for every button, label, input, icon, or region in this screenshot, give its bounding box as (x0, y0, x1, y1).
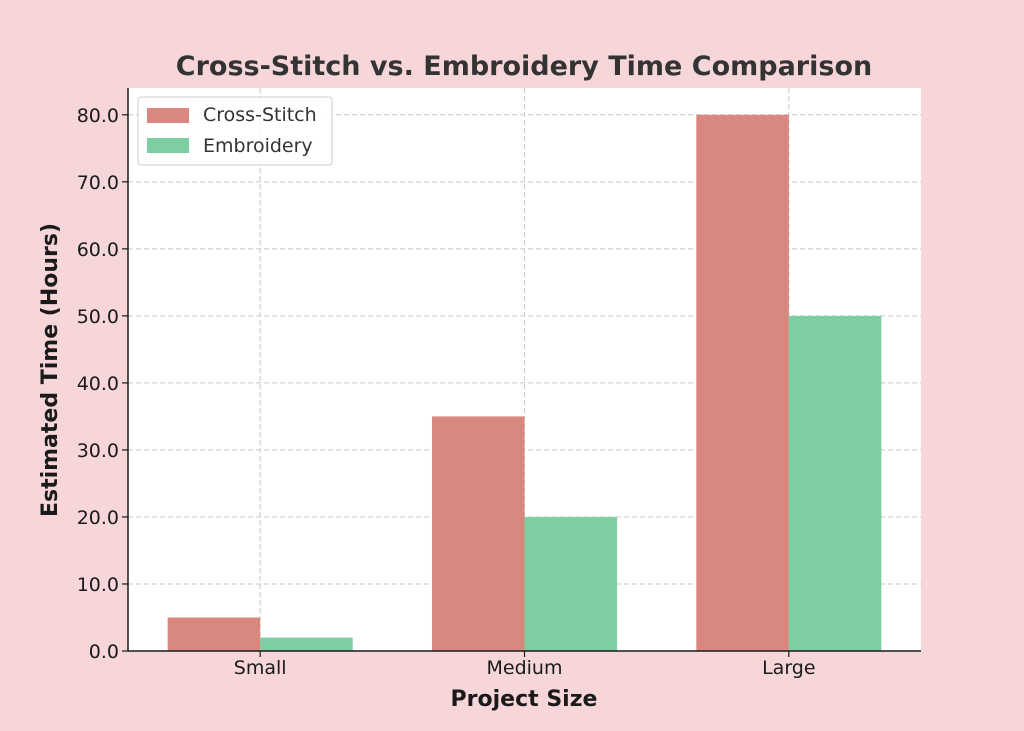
bar-embroidery-small (260, 637, 353, 651)
bar-embroidery-medium (524, 516, 618, 651)
y-tick-label: 10.0 (77, 574, 119, 596)
y-tick-label: 0.0 (89, 641, 119, 663)
x-tick-label: Small (234, 657, 287, 679)
x-tick-label: Large (762, 657, 815, 679)
y-tick-label: 40.0 (77, 373, 119, 395)
y-tick-label: 20.0 (77, 507, 119, 529)
legend-swatch-cross-stitch (147, 108, 189, 123)
bar-cross-stitch-medium (431, 416, 525, 651)
legend: Cross-Stitch Embroidery (137, 96, 333, 166)
y-tick-label: 60.0 (77, 239, 119, 261)
y-tick-label: 70.0 (77, 172, 119, 194)
x-axis-label: Project Size (451, 687, 598, 712)
bar-embroidery-large (788, 315, 882, 651)
legend-swatch-embroidery (147, 138, 189, 153)
y-tick-label: 50.0 (77, 306, 119, 328)
chart-title: Cross-Stitch vs. Embroidery Time Compari… (176, 51, 872, 82)
legend-label-cross-stitch: Cross-Stitch (203, 104, 317, 126)
ticks-layer: 0.0 10.0 20.0 30.0 40.0 50.0 60.0 70.0 80.0 Small… (77, 105, 816, 679)
bar-cross-stitch-large (696, 114, 789, 652)
bars-layer (167, 114, 882, 652)
y-axis-label: Estimated Time (Hours) (38, 223, 63, 517)
legend-label-embroidery: Embroidery (203, 135, 313, 157)
y-tick-label: 30.0 (77, 440, 119, 462)
x-tick-label: Medium (487, 657, 563, 679)
y-tick-label: 80.0 (77, 105, 119, 127)
bar-cross-stitch-small (167, 617, 261, 651)
